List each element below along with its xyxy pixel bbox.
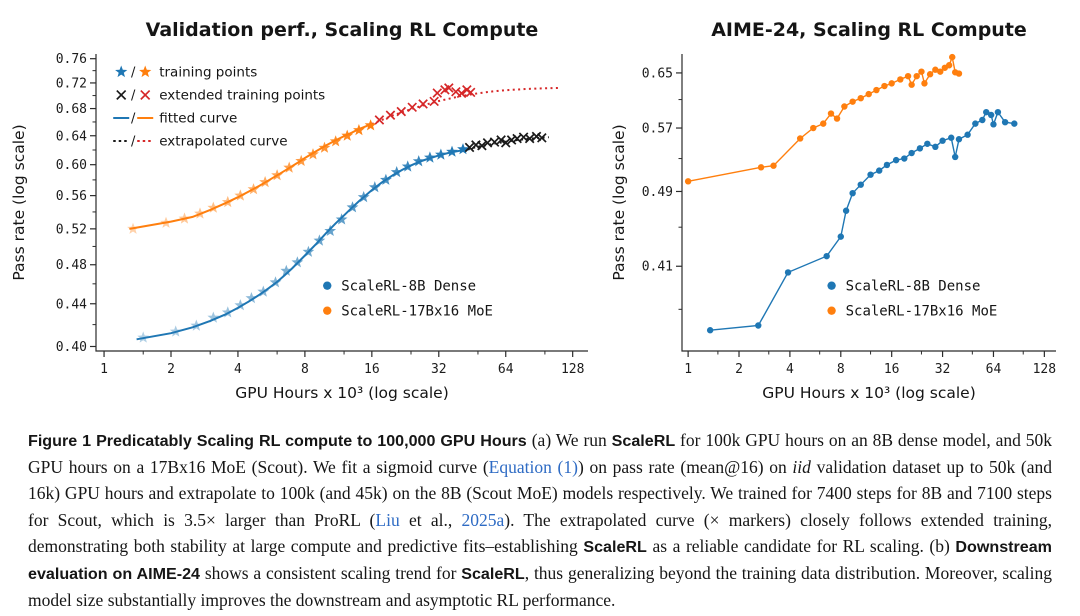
svg-text:4: 4 — [786, 362, 794, 377]
series-legend-label: ScaleRL-17Bx16 MoE — [341, 304, 493, 320]
caption-segment: ). The extrapolated curve (× markers) cl… — [28, 509, 1052, 557]
caption-segment: et al., — [399, 509, 462, 530]
svg-text:0.76: 0.76 — [56, 52, 87, 67]
caption-segment: ScaleRL — [461, 564, 525, 583]
svg-text:0.48: 0.48 — [56, 258, 87, 273]
aime-chart: 1 2 4 8 16 32 64 128 0.41 0.49 0.57 0.65 AIME-24, Sc… — [604, 6, 1074, 415]
svg-text:0.56: 0.56 — [56, 189, 87, 204]
svg-text:2: 2 — [167, 362, 175, 377]
series-legend-label: ScaleRL-8B Dense — [341, 279, 476, 295]
equation-link[interactable]: Equation (1) — [488, 456, 578, 477]
svg-text:4: 4 — [234, 362, 242, 377]
validation-chart: 1 2 4 8 16 32 64 128 0.40 0.44 0.48 0.52 0.56 0.60 0.6… — [4, 6, 604, 415]
svg-text:/: / — [131, 111, 136, 126]
x-axis-label: GPU Hours x 10³ (log scale) — [235, 384, 449, 402]
svg-text:0.60: 0.60 — [56, 158, 87, 173]
svg-text:0.72: 0.72 — [56, 76, 87, 91]
moe-extrapolated-curve — [371, 86, 560, 125]
svg-text:8: 8 — [837, 362, 845, 377]
svg-text:64: 64 — [498, 362, 514, 377]
series-legend: ScaleRL-8B Dense ScaleRL-17Bx16 MoE — [827, 279, 997, 320]
series-legend-label: ScaleRL-17Bx16 MoE — [846, 304, 998, 320]
svg-text:0.41: 0.41 — [642, 260, 673, 275]
svg-text:1: 1 — [100, 362, 108, 377]
svg-text:128: 128 — [561, 362, 584, 377]
moe-extended-points — [374, 83, 476, 125]
chart-title: AIME-24, Scaling RL Compute — [711, 19, 1027, 41]
caption-segment: validation dataset up to 50k (and 16k) G… — [28, 456, 1053, 530]
svg-text:0.68: 0.68 — [56, 102, 87, 117]
caption-segment: for 100k GPU hours on an 8B dense model,… — [28, 430, 1052, 477]
caption-segment: ) on pass rate (mean@16) on — [577, 456, 793, 477]
marker-legend-label: extrapolated curve — [159, 133, 287, 149]
svg-text:0.52: 0.52 — [56, 222, 87, 237]
validation-plot: 1 2 4 8 16 32 64 128 0.40 0.44 0.48 0.52 0.56 0.60 0.6… — [10, 19, 588, 402]
series-legend: ScaleRL-8B Dense ScaleRL-17Bx16 MoE — [323, 279, 493, 320]
svg-text:128: 128 — [1033, 362, 1056, 377]
caption-segment: , thus generalizing beyond the training … — [28, 562, 1052, 610]
citation-year-link[interactable]: 2025a — [461, 509, 505, 530]
svg-text:0.64: 0.64 — [56, 129, 87, 144]
caption-segment: (a) We run — [531, 430, 612, 450]
caption-segment: Figure 1 Predicatably Scaling RL compute… — [28, 432, 532, 450]
chart-title: Validation perf., Scaling RL Compute — [146, 19, 539, 41]
svg-text:0.44: 0.44 — [56, 297, 87, 312]
y-axis-label: Pass rate (log scale) — [610, 124, 628, 280]
caption-segment: Downstream evaluation on AIME-24 — [28, 538, 1052, 583]
figure-panels: 1 2 4 8 16 32 64 128 0.40 0.44 0.48 0.52 0.56 0.60 0.6… — [4, 6, 1074, 415]
marker-legend-label: fitted curve — [159, 110, 237, 126]
caption-segment: iid — [792, 456, 811, 477]
caption-segment: as a reliable candidate for RL scaling. … — [646, 536, 956, 557]
svg-text:0.65: 0.65 — [642, 66, 673, 81]
aime-plot: 1 2 4 8 16 32 64 128 0.41 0.49 0.57 0.65 AIME-24, Sc… — [610, 19, 1056, 402]
citation-author-link[interactable]: Liu — [375, 509, 400, 530]
marker-legend-label: extended training points — [159, 87, 325, 103]
dense-training-points — [137, 143, 469, 343]
svg-text:16: 16 — [364, 362, 380, 377]
figure-caption: Figure 1 Predicatably Scaling RL compute… — [28, 427, 1052, 613]
svg-text:64: 64 — [986, 362, 1002, 377]
svg-text:16: 16 — [884, 362, 900, 377]
svg-text:/: / — [131, 88, 136, 103]
y-axis-label: Pass rate (log scale) — [10, 124, 28, 280]
svg-text:32: 32 — [935, 362, 951, 377]
dense-extended-points — [464, 131, 547, 153]
axis-spines — [681, 54, 1056, 352]
marker-legend: / training points / extended training point… — [113, 64, 325, 149]
moe-aime — [684, 53, 963, 185]
svg-text:32: 32 — [431, 362, 447, 377]
moe-training-points — [127, 119, 377, 234]
series-legend-label: ScaleRL-8B Dense — [846, 279, 981, 295]
axis-spines — [95, 54, 588, 352]
caption-segment: ScaleRL — [611, 432, 676, 450]
svg-text:8: 8 — [301, 362, 309, 377]
svg-text:2: 2 — [735, 362, 743, 377]
svg-text:0.40: 0.40 — [56, 340, 87, 355]
x-axis-label: GPU Hours x 10³ (log scale) — [762, 384, 976, 402]
caption-segment: ScaleRL — [583, 538, 647, 557]
svg-text:/: / — [131, 134, 136, 149]
svg-text:/: / — [131, 65, 136, 80]
svg-text:1: 1 — [684, 362, 692, 377]
svg-text:0.57: 0.57 — [642, 122, 673, 137]
svg-text:0.49: 0.49 — [642, 185, 673, 200]
dense-aime — [706, 108, 1018, 334]
marker-legend-label: training points — [159, 64, 257, 80]
caption-segment: shows a consistent scaling trend for — [200, 562, 462, 583]
